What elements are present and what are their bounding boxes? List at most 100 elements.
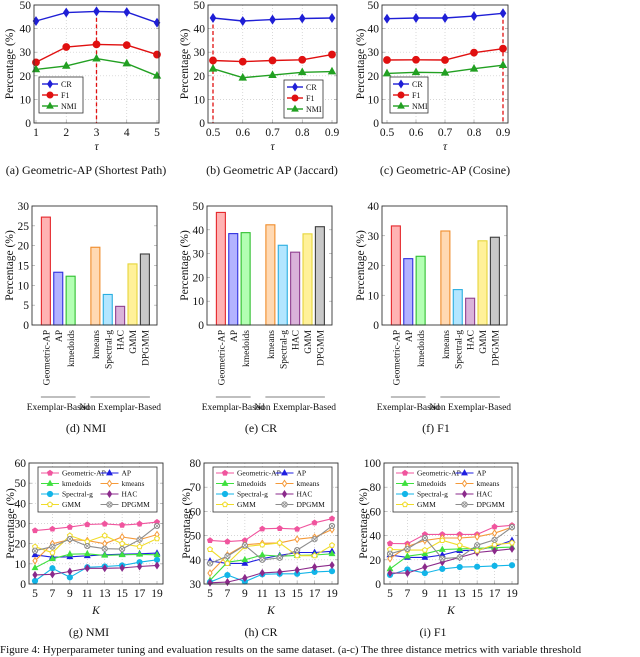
group-label: Exemplar-Based	[202, 403, 265, 413]
chart-b: 0 10 20 30 40 50 Percentage (%) (b) Geometric A…	[179, 0, 339, 177]
subfigure-caption: (h) CR	[245, 625, 278, 639]
group-label: Exemplar-Based	[27, 403, 90, 413]
legend-marker-cross	[107, 502, 112, 507]
bar-dpgmm	[489, 236, 500, 326]
x-tick-label: Geometric-AP	[42, 330, 52, 385]
series-spectral-g	[31, 556, 161, 585]
legend: Geometric-AP AP kmedoids kmeans Spectral-g HA…	[212, 466, 333, 513]
series-line	[389, 526, 513, 560]
x-tick-label: 0.8	[467, 127, 482, 139]
data-point-cross	[260, 557, 265, 562]
x-tick-label: DPGMM	[491, 329, 501, 365]
plot-frame	[207, 4, 338, 124]
y-tick-label: 10	[368, 290, 380, 302]
data-point	[31, 527, 39, 534]
legend-label: Geometric-AP	[417, 469, 461, 478]
data-point-cross	[277, 555, 282, 560]
y-tick-label: 30	[15, 519, 27, 531]
x-tick-label: Spectral-g	[104, 330, 114, 369]
plot-frame	[383, 462, 519, 585]
x-tick-label: 9	[67, 588, 73, 600]
data-point	[508, 539, 516, 546]
y-tick-label: 30	[190, 579, 202, 591]
data-point-cross	[475, 543, 480, 548]
data-point	[31, 550, 39, 558]
bar-kmedoids	[65, 275, 76, 326]
data-point	[206, 546, 214, 552]
y-tick-label: 20	[193, 272, 205, 284]
bar-kmeans	[440, 230, 451, 326]
legend-marker	[397, 79, 405, 89]
legend-marker	[461, 469, 468, 476]
y-axis-label: Percentage (%)	[355, 230, 367, 301]
legend: CR F1 NMI	[38, 76, 84, 114]
bar-geometric-ap	[40, 216, 51, 326]
legend-marker-cross	[282, 502, 287, 507]
data-point	[241, 555, 249, 563]
series-line	[34, 553, 158, 569]
series-line	[209, 528, 333, 574]
series-line	[389, 539, 513, 558]
data-point	[491, 529, 498, 538]
data-point	[101, 532, 108, 539]
subfigure-caption: (c) Geometric-AP (Cosine)	[380, 163, 510, 177]
x-tick-label: 0.9	[325, 127, 340, 139]
legend-marker	[46, 469, 54, 476]
data-point	[491, 546, 498, 555]
x-tick-label: 2	[63, 127, 69, 139]
subfigure-caption: (g) NMI	[69, 625, 109, 639]
x-tick-label: 0.8	[295, 127, 310, 139]
legend-label: NMI	[61, 102, 77, 111]
bar-hac	[115, 305, 126, 326]
y-axis-label: Percentage (%)	[179, 29, 191, 100]
legend-label: Geometric-AP	[62, 469, 106, 478]
legend-label: DPGMM	[297, 500, 326, 509]
data-point	[122, 58, 131, 67]
x-tick-label: Spectral-g	[279, 330, 289, 369]
x-tick-label: AP	[230, 330, 240, 342]
x-tick-label: 17	[309, 588, 321, 600]
data-point	[491, 541, 498, 548]
chart-f: 0 10 20 30 40 Percentage (%) (f) F1 Geometric-A…	[355, 201, 511, 435]
data-point	[269, 14, 276, 25]
y-tick-label: 30	[368, 47, 380, 59]
x-tick-label: 1	[33, 127, 39, 139]
series-geometric-ap	[31, 518, 161, 534]
data-point	[470, 11, 478, 22]
legend-label: kmeans	[122, 479, 145, 488]
figure-caption: Figure 4: Hyperparameter tuning and eval…	[0, 644, 582, 656]
legend-label: Geometric-AP	[237, 469, 281, 478]
data-point	[259, 541, 266, 548]
data-point	[386, 540, 394, 547]
x-tick-label: 15	[471, 588, 483, 600]
legend-label: NMI	[306, 105, 322, 114]
data-point-cross	[440, 556, 445, 561]
legend-label: DPGMM	[122, 500, 151, 509]
plot-frame	[33, 4, 160, 124]
series-f1	[32, 40, 161, 67]
data-point	[456, 545, 464, 552]
y-tick-label: 40	[368, 24, 380, 36]
subfigure-caption: (i) F1	[420, 625, 447, 639]
data-point	[209, 56, 217, 65]
series-line	[209, 525, 333, 564]
series-nmi	[382, 60, 508, 77]
x-tick-label: kmedoids	[417, 330, 427, 367]
data-point	[66, 574, 73, 581]
data-point	[238, 57, 247, 66]
group-label: Non Exemplar-Based	[254, 403, 336, 413]
data-point	[224, 538, 231, 545]
legend-label: HAC	[122, 490, 138, 499]
data-point	[404, 569, 411, 578]
x-axis-label: K	[266, 605, 276, 617]
y-tick-label: 10	[194, 94, 206, 106]
legend-marker	[281, 479, 288, 488]
series-dpgmm	[386, 524, 516, 562]
y-tick-label: 70	[190, 482, 202, 494]
x-tick-label: 9	[422, 588, 428, 600]
data-point	[154, 561, 160, 570]
series-line	[34, 521, 158, 532]
legend-label: GMM	[62, 500, 81, 509]
data-point	[239, 16, 247, 27]
legend-marker	[46, 101, 54, 109]
